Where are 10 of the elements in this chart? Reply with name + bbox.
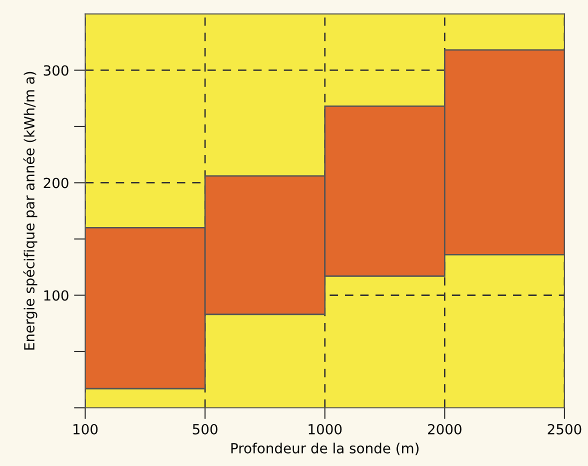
x-tick-label: 500 [192,424,218,434]
x-tick-label: 100 [74,424,98,434]
x-axis-title: Profondeur de la sonde (m) [231,442,419,456]
y-tick-label: 200 [44,178,68,188]
x-tick-label: 1000 [308,424,342,434]
y-tick-label: 300 [44,65,68,76]
y-axis-title: Energie spécifique par année (kWh/m a) [23,72,38,350]
y-tick-label: 100 [44,290,68,301]
x-tick-label: 2500 [548,424,582,434]
x-tick-label: 2000 [428,424,462,434]
